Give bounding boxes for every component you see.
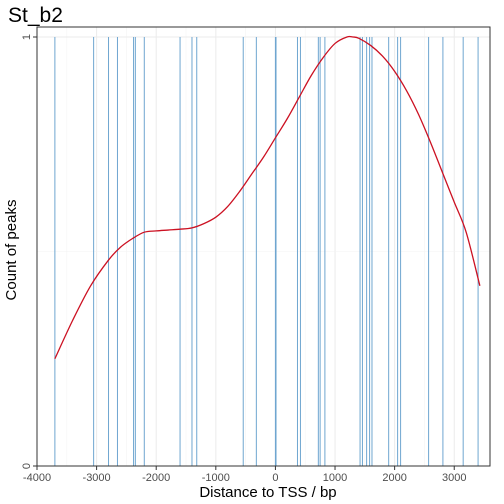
- chart-title: St_b2: [8, 4, 63, 27]
- peak-markers: [54, 37, 479, 466]
- plot-frame: [36, 26, 491, 467]
- y-axis-label: Count of peaks: [3, 200, 20, 301]
- x-axis-ticks: -4000 -3000 -2000 -1000 0 1000 2000 3000: [23, 466, 466, 484]
- x-tick-label: 3000: [442, 472, 466, 484]
- density-curve: [54, 35, 481, 360]
- y-tick-label: 1: [21, 34, 33, 40]
- x-axis-label: Distance to TSS / bp: [199, 484, 336, 501]
- x-tick-label: -4000: [23, 472, 51, 484]
- y-axis-ticks: 01: [21, 34, 37, 469]
- x-tick-label: -1000: [202, 472, 230, 484]
- x-tick-label: -2000: [142, 472, 170, 484]
- x-tick-label: 0: [272, 472, 278, 484]
- x-tick-label: 2000: [382, 472, 406, 484]
- x-tick-label: -3000: [83, 472, 111, 484]
- y-tick-label: 0: [21, 463, 33, 469]
- x-tick-label: 1000: [323, 472, 347, 484]
- grid-layer: [36, 27, 490, 467]
